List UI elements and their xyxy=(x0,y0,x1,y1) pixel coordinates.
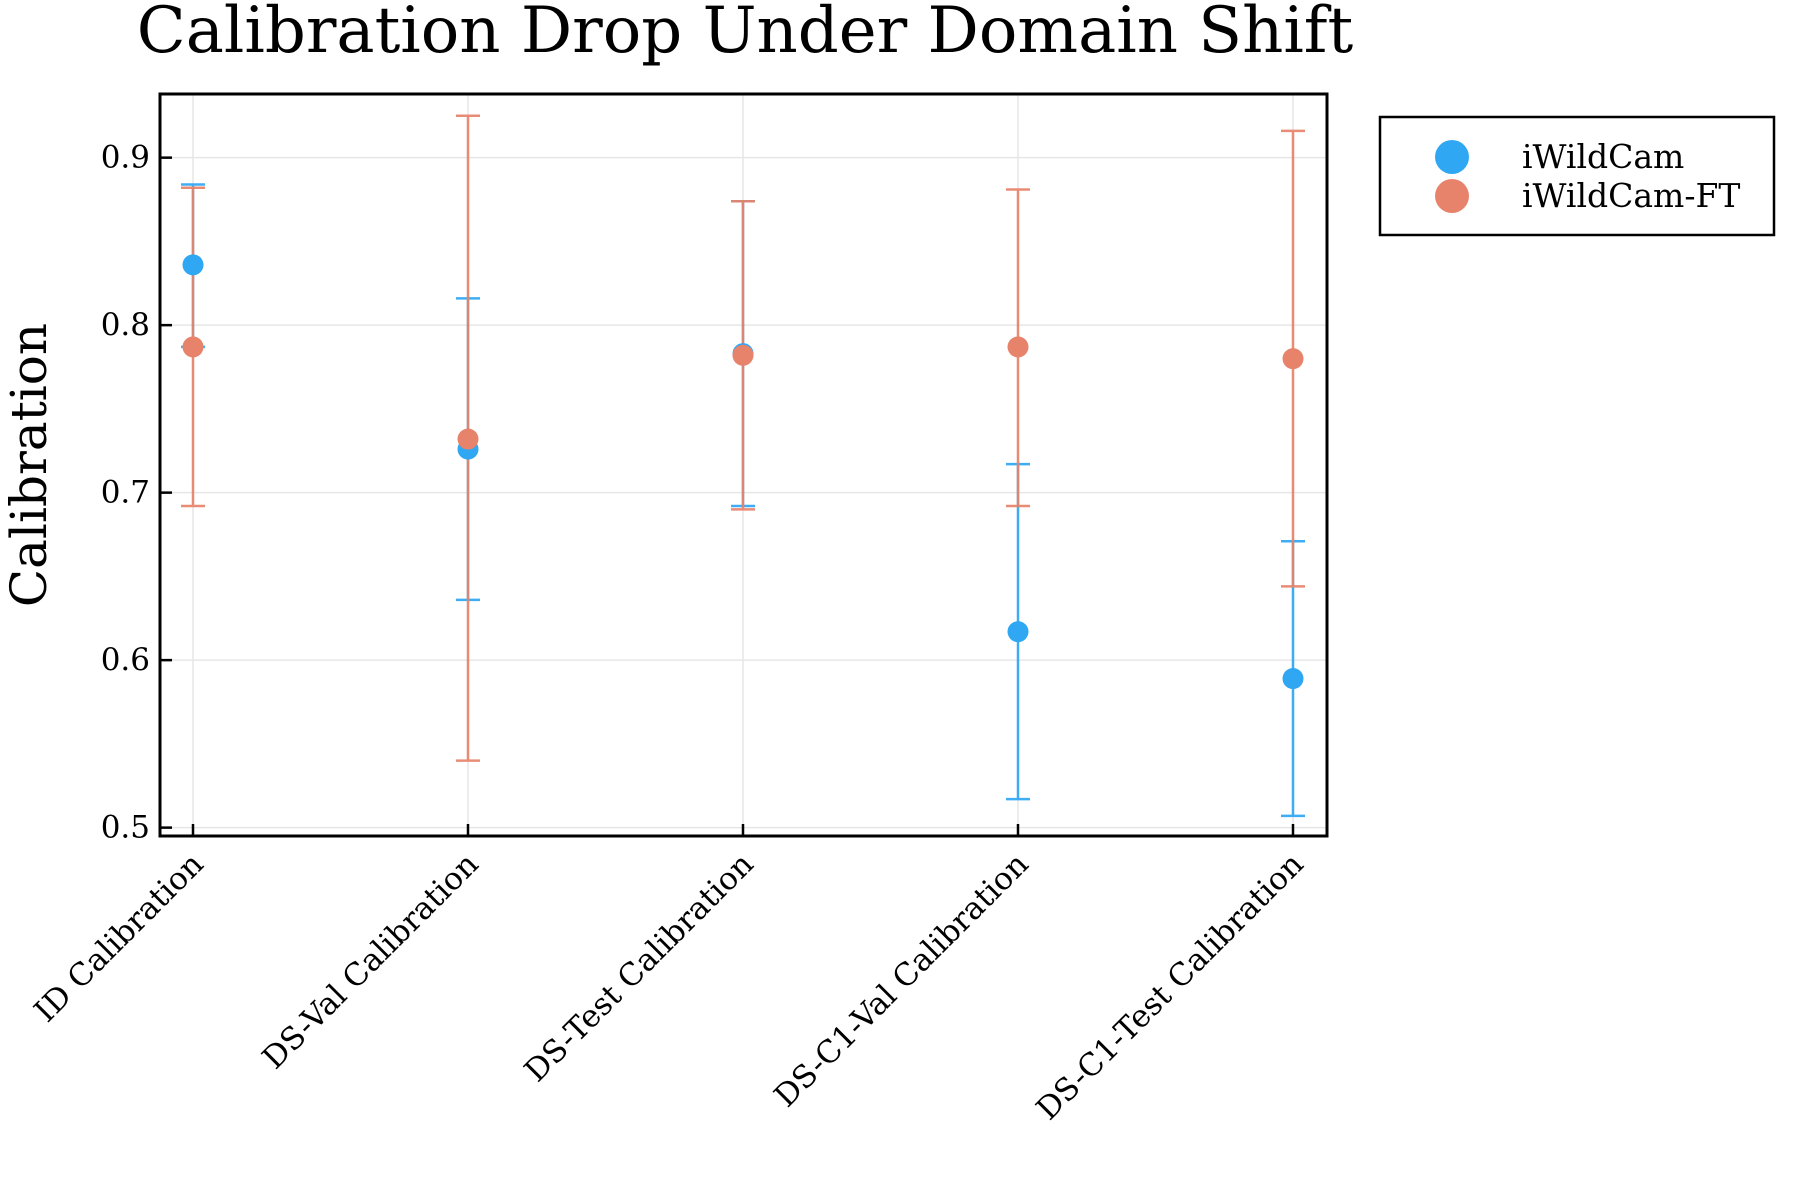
y-tick-label: 0.7 xyxy=(101,475,150,511)
data-point xyxy=(1282,668,1304,690)
x-tick-label: DS-C1-Val Calibration xyxy=(767,846,1035,1114)
legend-marker xyxy=(1435,140,1469,174)
data-point xyxy=(1007,336,1029,358)
y-tick-label: 0.6 xyxy=(101,642,150,678)
y-tick-label: 0.9 xyxy=(101,140,150,176)
data-series xyxy=(181,114,1305,818)
x-tick-label: ID Calibration xyxy=(27,846,210,1029)
axes: 0.5 0.6 0.7 0.8 0.9 ID Calibration DS-Val Cali… xyxy=(27,140,1310,1128)
y-tick-label: 0.8 xyxy=(101,307,150,343)
chart-title: Calibration Drop Under Domain Shift xyxy=(137,0,1354,68)
x-tick-label: DS-Val Calibration xyxy=(256,846,486,1076)
legend-label: iWildCam xyxy=(1522,137,1684,176)
legend-marker xyxy=(1435,179,1469,213)
data-point xyxy=(1007,621,1029,643)
y-axis-label: Calibration xyxy=(0,323,58,607)
legend-label: iWildCam-FT xyxy=(1522,176,1740,215)
x-tick-label: DS-Test Calibration xyxy=(518,846,761,1089)
y-tick-label: 0.5 xyxy=(101,810,150,846)
data-point xyxy=(1282,348,1304,370)
data-point xyxy=(182,254,204,276)
data-point xyxy=(182,336,204,358)
x-tick-label: DS-C1-Test Calibration xyxy=(1030,846,1311,1127)
data-point xyxy=(732,344,754,366)
legend-box xyxy=(1378,115,1776,237)
data-point xyxy=(457,428,479,450)
